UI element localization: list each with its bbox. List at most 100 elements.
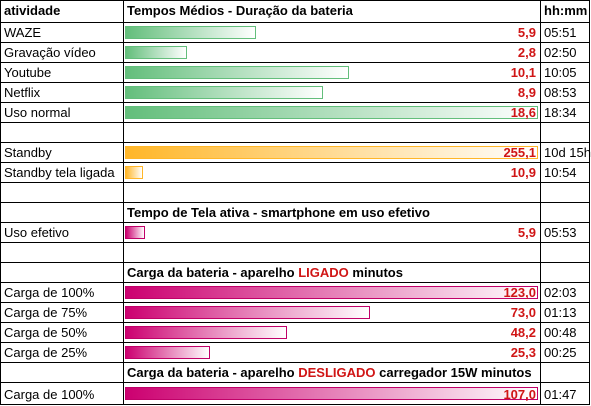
table-row: WAZE 5,9 05:51 xyxy=(0,22,590,42)
activity-cell[interactable]: Uso efetivo xyxy=(0,222,123,242)
data-bar xyxy=(125,306,370,319)
time-label: 18:34 xyxy=(544,105,577,120)
bar-cell[interactable]: 10,1 xyxy=(123,62,540,82)
empty-cell[interactable] xyxy=(0,182,123,202)
bar-cell[interactable]: 73,0 xyxy=(123,302,540,322)
empty-cell[interactable] xyxy=(123,182,540,202)
time-cell[interactable]: 00:48 xyxy=(540,322,590,342)
empty-cell[interactable] xyxy=(123,242,540,262)
value-label: 10,1 xyxy=(510,65,536,80)
table-row: Standby tela ligada 10,9 10:54 xyxy=(0,162,590,182)
section-title: Carga da bateria - aparelho DESLIGADO ca… xyxy=(127,364,532,382)
empty-cell[interactable] xyxy=(0,202,123,222)
header-cell-time[interactable]: hh:mm xyxy=(540,0,590,22)
header-row: atividade Tempos Médios - Duração da bat… xyxy=(0,0,590,22)
empty-cell[interactable] xyxy=(540,202,590,222)
activity-label: Carga de 100% xyxy=(4,387,95,402)
bar-cell[interactable]: 18,6 xyxy=(123,102,540,122)
empty-cell[interactable] xyxy=(540,122,590,142)
activity-cell[interactable]: Standby tela ligada xyxy=(0,162,123,182)
activity-label: Netflix xyxy=(4,85,41,100)
time-cell[interactable]: 01:13 xyxy=(540,302,590,322)
empty-cell[interactable] xyxy=(540,242,590,262)
activity-cell[interactable]: Netflix xyxy=(0,82,123,102)
table-row: Standby 255,1 10d 15h xyxy=(0,142,591,162)
time-label: 10d 15h xyxy=(544,145,591,160)
section-title-highlight: LIGADO xyxy=(298,265,349,280)
activity-cell[interactable]: WAZE xyxy=(0,22,123,42)
section-title-cell[interactable]: Tempo de Tela ativa - smartphone em uso … xyxy=(123,202,540,222)
time-cell[interactable]: 10d 15h xyxy=(540,142,591,162)
bar-cell[interactable]: 48,2 xyxy=(123,322,540,342)
activity-cell[interactable]: Uso normal xyxy=(0,102,123,122)
data-bar xyxy=(125,326,287,339)
empty-cell[interactable] xyxy=(123,122,540,142)
data-bar xyxy=(125,46,187,59)
value-label: 5,9 xyxy=(517,25,536,40)
time-cell[interactable]: 08:53 xyxy=(540,82,590,102)
section-title-pre: Carga da bateria - aparelho xyxy=(127,265,299,280)
bar-cell[interactable]: 255,1 xyxy=(123,142,540,162)
section-title-highlight: DESLIGADO xyxy=(298,365,376,380)
time-cell[interactable]: 18:34 xyxy=(540,102,590,122)
activity-label: Gravação vídeo xyxy=(4,45,96,60)
activity-cell[interactable]: Carga de 50% xyxy=(0,322,123,342)
empty-cell[interactable] xyxy=(0,122,123,142)
data-bar xyxy=(125,226,145,239)
activity-label: Uso efetivo xyxy=(4,225,70,240)
time-cell[interactable]: 01:47 xyxy=(540,382,590,405)
data-bar xyxy=(125,387,538,400)
section-title-row: Tempo de Tela ativa - smartphone em uso … xyxy=(0,202,590,222)
time-cell[interactable]: 10:05 xyxy=(540,62,590,82)
bar-cell[interactable]: 5,9 xyxy=(123,222,540,242)
header-cell-title[interactable]: Tempos Médios - Duração da bateria xyxy=(123,0,540,22)
time-cell[interactable]: 00:25 xyxy=(540,342,590,362)
activity-cell[interactable]: Carga de 75% xyxy=(0,302,123,322)
data-bar xyxy=(125,86,323,99)
bar-cell[interactable]: 8,9 xyxy=(123,82,540,102)
activity-label: Carga de 50% xyxy=(4,325,88,340)
activity-cell[interactable]: Carga de 100% xyxy=(0,382,123,405)
empty-cell[interactable] xyxy=(540,362,590,382)
time-label: 10:05 xyxy=(544,65,577,80)
section-title-cell[interactable]: Carga da bateria - aparelho DESLIGADO ca… xyxy=(123,362,540,382)
section-title: Carga da bateria - aparelho LIGADO minut… xyxy=(127,264,403,282)
data-bar xyxy=(125,146,538,159)
bar-cell[interactable]: 123,0 xyxy=(123,282,540,302)
bar-cell[interactable]: 107,0 xyxy=(123,382,540,405)
time-cell[interactable]: 05:51 xyxy=(540,22,590,42)
header-activity-label: atividade xyxy=(4,3,61,18)
section-title: Tempo de Tela ativa - smartphone em uso … xyxy=(127,205,430,220)
data-bar xyxy=(125,26,256,39)
empty-cell[interactable] xyxy=(540,182,590,202)
time-cell[interactable]: 02:50 xyxy=(540,42,590,62)
table-row: Youtube 10,1 10:05 xyxy=(0,62,590,82)
bar-cell[interactable]: 2,8 xyxy=(123,42,540,62)
empty-row xyxy=(0,182,590,202)
table-row: Carga de 50% 48,2 00:48 xyxy=(0,322,590,342)
value-label: 255,1 xyxy=(503,145,536,160)
time-cell[interactable]: 10:54 xyxy=(540,162,590,182)
time-cell[interactable]: 05:53 xyxy=(540,222,590,242)
time-label: 10:54 xyxy=(544,165,577,180)
time-label: 02:03 xyxy=(544,285,577,300)
data-bar xyxy=(125,166,143,179)
table-row: Uso normal 18,6 18:34 xyxy=(0,102,590,122)
bar-cell[interactable]: 25,3 xyxy=(123,342,540,362)
empty-cell[interactable] xyxy=(0,262,123,282)
activity-cell[interactable]: Gravação vídeo xyxy=(0,42,123,62)
activity-cell[interactable]: Carga de 25% xyxy=(0,342,123,362)
bar-cell[interactable]: 10,9 xyxy=(123,162,540,182)
bar-cell[interactable]: 5,9 xyxy=(123,22,540,42)
section-title-cell[interactable]: Carga da bateria - aparelho LIGADO minut… xyxy=(123,262,540,282)
empty-cell[interactable] xyxy=(0,242,123,262)
data-bar xyxy=(125,106,538,119)
header-cell-activity[interactable]: atividade xyxy=(0,0,123,22)
time-cell[interactable]: 02:03 xyxy=(540,282,590,302)
empty-cell[interactable] xyxy=(540,262,590,282)
activity-cell[interactable]: Carga de 100% xyxy=(0,282,123,302)
activity-cell[interactable]: Standby xyxy=(0,142,123,162)
activity-cell[interactable]: Youtube xyxy=(0,62,123,82)
empty-cell[interactable] xyxy=(0,362,123,382)
